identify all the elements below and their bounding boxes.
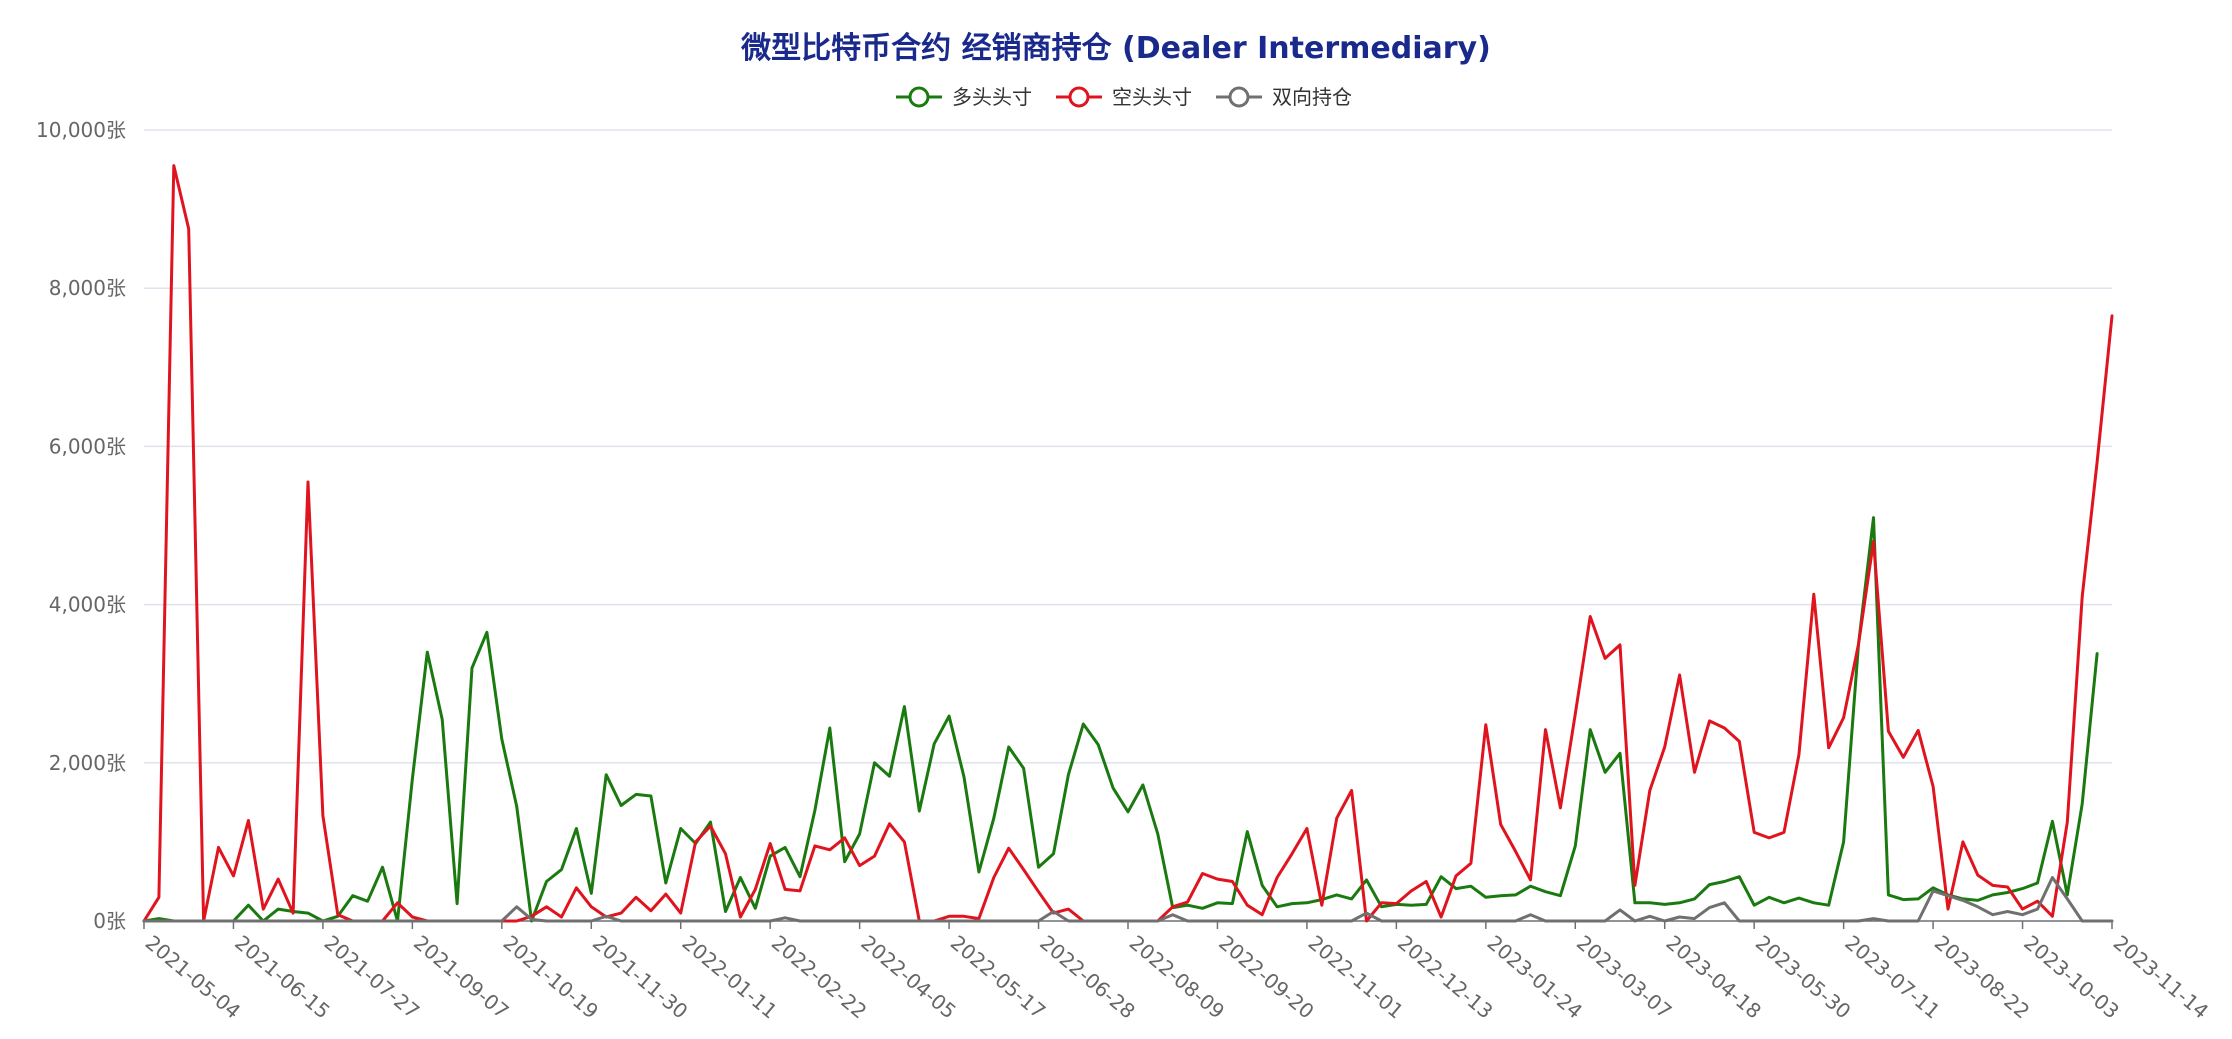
series-line-0 bbox=[142, 516, 2099, 923]
x-tick-label: 2021-11-30 bbox=[588, 930, 692, 1023]
legend-marker bbox=[1068, 86, 1090, 108]
x-axis: 2021-05-042021-06-152021-07-272021-09-07… bbox=[141, 920, 2213, 1024]
x-tick-label: 2023-05-30 bbox=[1751, 930, 1855, 1023]
y-tick-label: 2,000张 bbox=[49, 751, 126, 775]
y-tick-label: 4,000张 bbox=[49, 593, 126, 617]
x-tick-label: 2022-05-17 bbox=[946, 930, 1050, 1023]
legend-marker bbox=[1228, 86, 1250, 108]
series-line-1 bbox=[142, 164, 2114, 923]
legend-item-1[interactable]: 空头头寸 bbox=[1056, 85, 1192, 109]
grid bbox=[144, 129, 2112, 764]
x-tick-label: 2021-10-19 bbox=[499, 930, 603, 1023]
x-tick-label: 2021-07-27 bbox=[320, 930, 424, 1023]
series-lines bbox=[142, 164, 2114, 923]
y-tick-label: 0张 bbox=[93, 909, 126, 933]
legend-item-0[interactable]: 多头头寸 bbox=[896, 85, 1032, 109]
legend-label: 双向持仓 bbox=[1272, 85, 1352, 109]
x-tick-label: 2022-06-28 bbox=[1035, 930, 1139, 1023]
x-tick-label: 2022-09-20 bbox=[1214, 930, 1318, 1023]
series-line-2 bbox=[142, 876, 2114, 923]
legend-label: 空头头寸 bbox=[1112, 85, 1192, 109]
x-tick-label: 2023-01-24 bbox=[1483, 930, 1587, 1023]
y-tick-label: 10,000张 bbox=[36, 118, 126, 142]
x-tick-label: 2022-01-11 bbox=[678, 930, 782, 1023]
y-axis: 0张 2,000张 4,000张 6,000张 8,000张 10,000张 bbox=[36, 118, 126, 933]
x-tick-label: 2021-09-07 bbox=[409, 930, 513, 1023]
x-tick-label: 2023-04-18 bbox=[1662, 930, 1766, 1023]
x-tick-label: 2022-12-13 bbox=[1393, 930, 1497, 1023]
x-tick-label: 2023-10-03 bbox=[2019, 930, 2123, 1023]
x-tick-label: 2022-02-22 bbox=[767, 930, 871, 1023]
x-tick-label: 2022-08-09 bbox=[1125, 930, 1229, 1023]
x-tick-label: 2023-08-22 bbox=[1930, 930, 2034, 1023]
x-tick-label: 2022-04-05 bbox=[856, 930, 960, 1023]
legend-label: 多头头寸 bbox=[952, 85, 1032, 109]
legend-marker bbox=[908, 86, 930, 108]
x-tick-label: 2023-07-11 bbox=[1840, 930, 1944, 1023]
y-tick-label: 8,000张 bbox=[49, 276, 126, 300]
x-tick-label: 2021-05-04 bbox=[141, 930, 245, 1023]
legend[interactable]: 多头头寸 空头头寸 双向持仓 bbox=[896, 85, 1352, 109]
x-tick-label: 2023-03-07 bbox=[1572, 930, 1676, 1023]
x-tick-label: 2022-11-01 bbox=[1304, 930, 1408, 1023]
legend-item-2[interactable]: 双向持仓 bbox=[1216, 85, 1352, 109]
y-tick-label: 6,000张 bbox=[49, 434, 126, 458]
x-tick-label: 2021-06-15 bbox=[230, 930, 334, 1023]
chart-title: 微型比特币合约 经销商持仓 (Dealer Intermediary) bbox=[740, 31, 1491, 66]
x-tick-label: 2023-11-14 bbox=[2109, 930, 2213, 1023]
